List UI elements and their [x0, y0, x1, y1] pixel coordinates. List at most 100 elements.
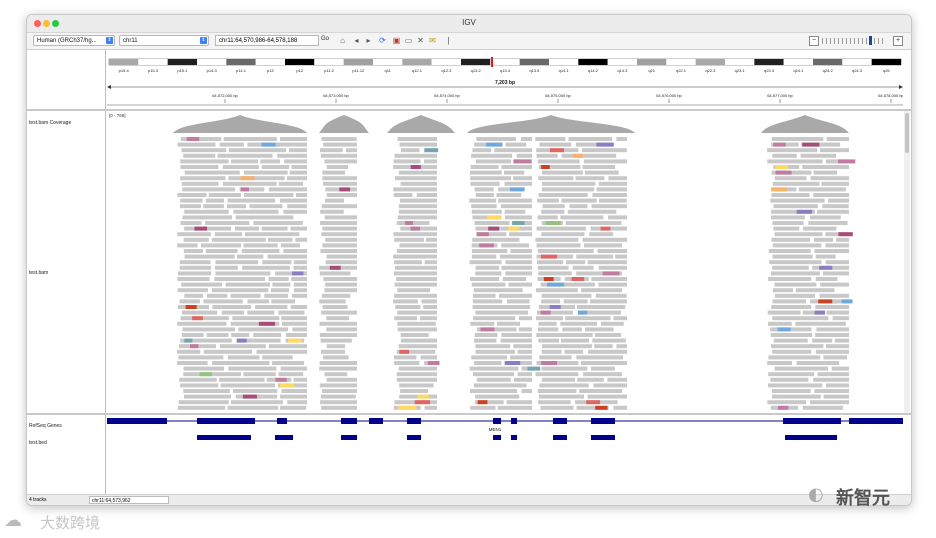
genes-track-label[interactable]: RefSeq Genes	[29, 423, 62, 429]
feature-panel[interactable]: MEN1	[107, 415, 903, 493]
read-mismatch	[773, 142, 786, 147]
bam-track-label[interactable]: test.bam	[29, 270, 49, 276]
read	[591, 366, 615, 371]
bed-feature	[275, 435, 293, 440]
dropdown-arrow-icon: ⇕	[106, 37, 113, 44]
read	[281, 316, 307, 321]
read-mismatch	[527, 366, 541, 371]
read	[542, 181, 596, 186]
vertical-scrollbar[interactable]	[904, 111, 910, 413]
read	[322, 305, 348, 309]
read	[579, 389, 622, 393]
close-tracks-icon[interactable]: ✕	[417, 36, 424, 45]
resize-icon[interactable]: ▭	[404, 36, 413, 45]
read	[476, 137, 517, 141]
read	[538, 321, 557, 326]
read-mismatch	[280, 383, 295, 388]
read	[768, 277, 812, 281]
read	[538, 271, 572, 276]
read-mismatch	[504, 361, 521, 365]
read	[268, 187, 307, 192]
back-icon[interactable]: ◂	[354, 36, 359, 45]
read	[771, 193, 810, 197]
home-icon[interactable]: ⌂	[340, 36, 345, 45]
ruler-tick-label: 64,578,000 bp	[878, 93, 903, 98]
read	[223, 137, 277, 141]
read	[475, 394, 520, 399]
read	[541, 299, 561, 304]
ruler-panel[interactable]: p15.4 p15.3 p15.1 p14.3 p14.1 p13 p12 p11.2 p11.…	[107, 51, 903, 109]
close-window-icon[interactable]	[34, 20, 41, 27]
read	[220, 344, 266, 349]
genome-select[interactable]: Human (GRCh37/hg... ⇕	[33, 35, 115, 46]
read	[475, 159, 512, 164]
zoom-widget[interactable]: − +	[809, 36, 903, 46]
roi-icon[interactable]: ▣	[392, 36, 401, 45]
chromosome-select[interactable]: chr11 ⇕	[119, 35, 209, 46]
read	[319, 333, 357, 337]
read	[261, 165, 290, 169]
read	[836, 237, 849, 242]
read	[181, 282, 222, 287]
read	[772, 288, 794, 293]
read	[290, 226, 307, 231]
read	[323, 277, 357, 281]
minimize-window-icon[interactable]	[43, 20, 50, 27]
ideogram-band	[285, 59, 315, 65]
read	[280, 243, 301, 248]
read	[393, 193, 413, 197]
read	[424, 260, 437, 265]
read	[476, 232, 507, 237]
read	[212, 361, 270, 365]
refresh-icon[interactable]: ⟳	[379, 36, 386, 45]
read	[268, 277, 289, 281]
read	[247, 310, 275, 315]
read-mismatch	[398, 405, 417, 410]
read	[771, 305, 812, 309]
read	[815, 277, 838, 281]
read-mismatch	[546, 282, 565, 287]
zoom-out-icon[interactable]: −	[809, 36, 819, 46]
read	[820, 148, 849, 153]
read	[293, 265, 307, 270]
read	[501, 333, 532, 337]
read	[501, 265, 532, 270]
read	[419, 316, 437, 321]
zoom-in-icon[interactable]: +	[893, 36, 903, 46]
scroll-thumb[interactable]	[905, 113, 909, 153]
zoom-slider-handle[interactable]	[869, 36, 872, 45]
read	[803, 226, 837, 231]
ideogram-band	[255, 59, 285, 65]
bed-feature	[591, 435, 615, 440]
read	[817, 209, 849, 214]
locus-input[interactable]: chr11:64,570,986-64,578,188	[215, 35, 319, 46]
popup-text-icon[interactable]: ✉	[429, 36, 436, 45]
read	[256, 349, 307, 354]
bed-feature	[511, 435, 517, 440]
bed-track-label[interactable]: test.bed	[29, 440, 47, 446]
read	[496, 193, 522, 197]
zoom-window-icon[interactable]	[52, 20, 59, 27]
read	[268, 344, 307, 349]
read	[767, 383, 823, 388]
read	[275, 271, 307, 276]
read	[473, 383, 527, 388]
go-button[interactable]: Go	[321, 36, 330, 42]
alignment-panel[interactable]: [0 - 766]	[107, 111, 903, 413]
read	[212, 305, 252, 309]
read	[321, 232, 357, 237]
title-bar: IGV	[27, 15, 911, 33]
read	[813, 193, 849, 197]
band-label: q13.2	[471, 68, 482, 73]
coverage-track-label[interactable]: test.bam Coverage	[29, 120, 72, 126]
read	[184, 293, 204, 298]
read	[471, 355, 508, 360]
read	[228, 148, 287, 153]
ideogram-band	[871, 59, 901, 65]
read	[825, 344, 849, 349]
read	[513, 176, 532, 181]
read	[536, 310, 573, 315]
read	[471, 249, 508, 253]
forward-icon[interactable]: ▸	[366, 36, 371, 45]
read	[822, 204, 849, 209]
